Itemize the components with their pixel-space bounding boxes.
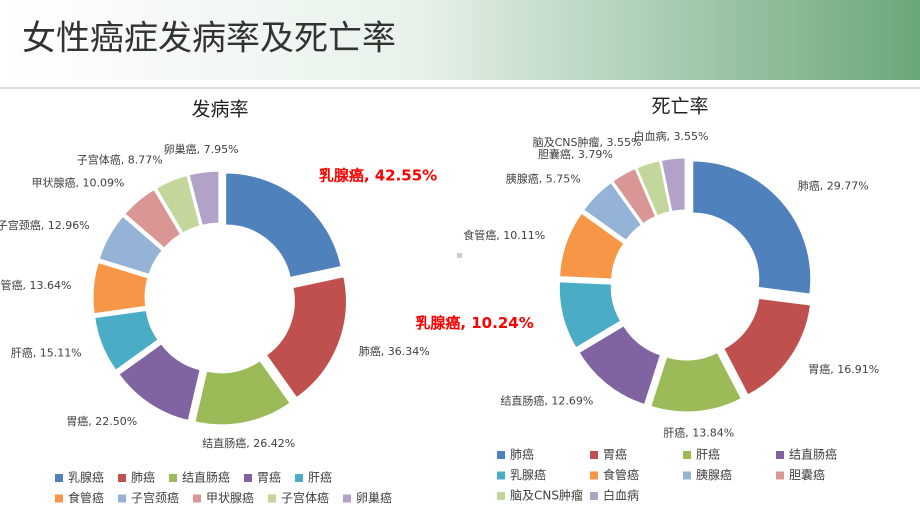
legend-label: 胃癌 <box>603 447 627 462</box>
data-label: 子宫体癌, 8.77% <box>77 152 163 166</box>
data-label: 肺癌, 29.77% <box>798 179 869 193</box>
slide-title: 女性癌症发病率及死亡率 <box>22 19 396 59</box>
slice <box>124 188 182 249</box>
legend-label: 胰腺癌 <box>696 467 732 482</box>
data-label: 食管癌, 13.64% <box>0 278 71 292</box>
slice <box>612 168 657 225</box>
legend-label: 脑及CNS肿瘤 <box>510 488 583 503</box>
legend-swatch <box>55 474 63 482</box>
legend-swatch <box>590 471 598 480</box>
legend-swatch <box>776 451 784 459</box>
legend-label: 子宫体癌 <box>281 490 329 505</box>
data-label: 乳腺癌, 10.24% <box>415 314 533 332</box>
data-label: 结直肠癌, 12.69% <box>500 394 593 408</box>
legend-swatch <box>169 474 177 482</box>
legend-label: 结直肠癌 <box>182 470 230 485</box>
data-label: 肝癌, 15.11% <box>11 345 82 359</box>
legend-label: 胆囊癌 <box>789 467 825 482</box>
legend-label: 乳腺癌 <box>510 467 546 482</box>
slice <box>94 309 159 371</box>
slice <box>194 359 291 426</box>
data-label: 肺癌, 36.34% <box>359 344 430 358</box>
legend-swatch <box>55 494 63 503</box>
slice <box>225 172 342 278</box>
data-label: 结直肠癌, 26.42% <box>202 436 295 450</box>
legend-label: 卵巢癌 <box>356 490 392 505</box>
slice <box>583 181 642 241</box>
slice <box>155 174 201 234</box>
legend-swatch <box>683 471 691 480</box>
legend-swatch <box>295 474 303 482</box>
slice <box>636 160 671 217</box>
slice <box>92 262 149 315</box>
legend-swatch <box>590 492 598 500</box>
slice <box>558 281 622 349</box>
legend-swatch <box>118 474 126 482</box>
legend-label: 肺癌 <box>131 470 155 485</box>
data-label: 脑及CNS肿瘤, 3.55% <box>533 135 642 149</box>
slice <box>265 276 347 399</box>
legend-swatch <box>118 494 126 503</box>
slice <box>118 343 201 422</box>
data-label: 白血病, 3.55% <box>633 129 708 143</box>
header-band <box>0 0 920 80</box>
slice <box>650 351 742 413</box>
legend-label: 食管癌 <box>603 467 639 482</box>
data-label: 胃癌, 16.91% <box>808 362 879 376</box>
data-label: 食管癌, 10.11% <box>463 228 545 242</box>
data-label: 子宫颈癌, 12.96% <box>0 218 90 232</box>
chart-title: 发病率 <box>191 99 248 121</box>
legend-swatch <box>244 474 252 482</box>
legend-swatch <box>497 492 505 500</box>
legend-label: 甲状腺癌 <box>206 490 254 505</box>
legend-swatch <box>683 451 691 459</box>
slice <box>723 297 811 396</box>
legend-swatch <box>776 471 784 480</box>
slice <box>98 215 163 275</box>
slice <box>188 170 220 226</box>
legend-label: 胃癌 <box>257 470 281 485</box>
legend-swatch <box>497 451 505 459</box>
legend-label: 肺癌 <box>510 447 534 462</box>
slice <box>692 160 812 295</box>
data-label: 乳腺癌, 42.55% <box>319 167 437 185</box>
data-label: 胆囊癌, 3.79% <box>538 147 613 161</box>
legend-label: 乳腺癌 <box>68 470 104 485</box>
legend-label: 结直肠癌 <box>789 447 837 462</box>
legend-label: 食管癌 <box>68 490 104 505</box>
chart-title: 死亡率 <box>651 96 708 118</box>
legend-swatch <box>343 494 351 503</box>
legend-label: 子宫颈癌 <box>131 490 179 505</box>
legend-swatch <box>193 494 201 503</box>
legend-swatch <box>497 471 505 480</box>
data-label: 甲状腺癌, 10.09% <box>31 176 124 190</box>
legend-label: 肝癌 <box>308 470 332 485</box>
data-label: 胰腺癌, 5.75% <box>506 172 581 186</box>
legend-label: 肝癌 <box>696 447 720 462</box>
legend-swatch <box>590 451 598 459</box>
legend-label: 白血病 <box>603 488 639 503</box>
slice <box>559 212 625 280</box>
slice <box>578 325 661 406</box>
data-label: 卵巢癌, 7.95% <box>164 142 239 156</box>
data-label: 胃癌, 22.50% <box>66 414 137 428</box>
data-label: 肝癌, 13.84% <box>663 425 734 439</box>
slice <box>660 157 686 212</box>
dot <box>457 253 462 258</box>
legend-swatch <box>268 494 276 503</box>
